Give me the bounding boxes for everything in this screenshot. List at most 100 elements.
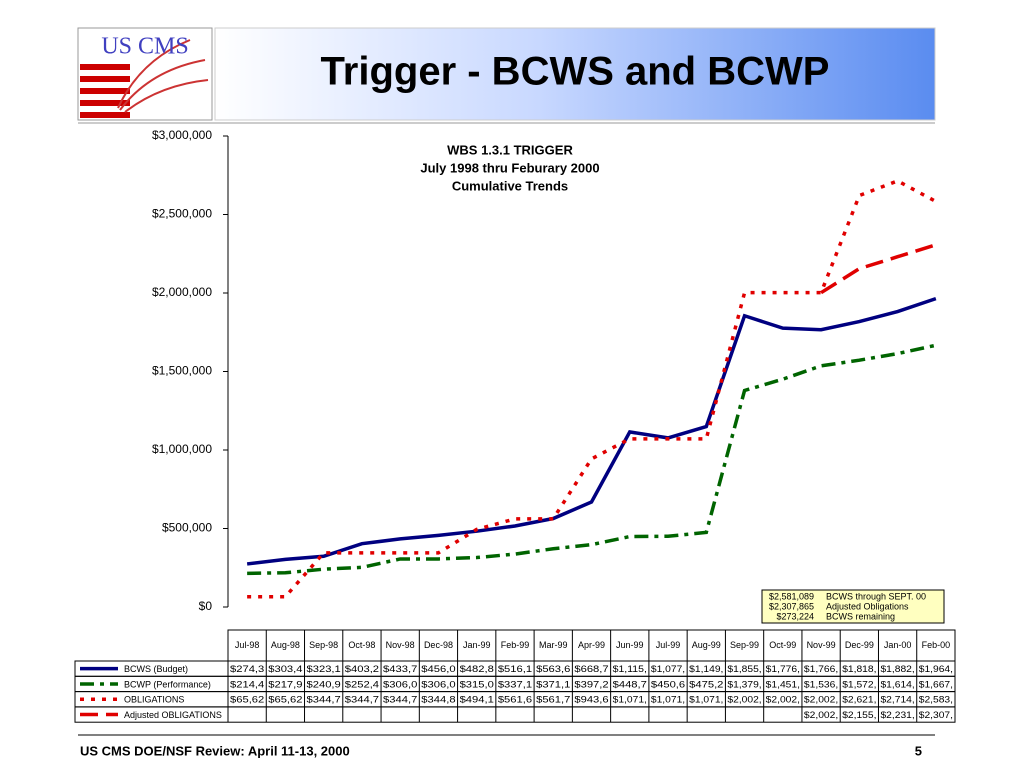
- table-cell: $65,62: [230, 695, 264, 705]
- y-tick-label: $0: [199, 599, 213, 613]
- x-tick-label: Feb-00: [922, 640, 951, 650]
- y-tick-label: $1,000,000: [152, 442, 212, 456]
- table-cell: $1,964,: [919, 664, 953, 674]
- table-cell: $1,766,: [804, 664, 838, 674]
- table-cell: $668,7: [574, 664, 608, 674]
- table-cell: $943,6: [574, 695, 608, 705]
- table-cell: $494,1: [460, 695, 494, 705]
- x-tick-label: Jul-98: [235, 640, 260, 650]
- table-cell: $1,071,: [613, 695, 647, 705]
- table-cell: $2,002,: [766, 695, 800, 705]
- chart-subtitle: July 1998 thru Feburary 2000: [420, 160, 599, 175]
- slide-title: Trigger - BCWS and BCWP: [321, 50, 830, 94]
- x-tick-label: Oct-99: [769, 640, 796, 650]
- legend-label: BCWS (Budget): [124, 664, 188, 674]
- x-tick-label: Apr-99: [578, 640, 605, 650]
- table-cell: $397,2: [574, 679, 608, 689]
- table-cell: $1,451,: [766, 679, 800, 689]
- logo-stripes: [80, 39, 209, 118]
- table-cell: $2,714,: [880, 695, 914, 705]
- table-cell: $2,583,: [919, 695, 953, 705]
- logo-text: US CMS: [101, 34, 188, 60]
- table-cell: $306,0: [421, 679, 455, 689]
- table-cell: $1,818,: [842, 664, 876, 674]
- table-cell: $433,7: [383, 664, 417, 674]
- footer: US CMS DOE/NSF Review: April 11-13, 2000: [80, 743, 350, 758]
- table-cell: $2,002,: [804, 695, 838, 705]
- table-cell: $1,572,: [842, 679, 876, 689]
- y-tick-label: $2,500,000: [152, 207, 212, 221]
- x-tick-label: Dec-98: [424, 640, 453, 650]
- x-tick-label: Jan-99: [463, 640, 491, 650]
- annotation-text: BCWS remaining: [826, 611, 895, 621]
- table-cell: $2,002,: [727, 695, 761, 705]
- chart-subtitle: Cumulative Trends: [452, 178, 568, 193]
- table-cell: $561,7: [536, 695, 570, 705]
- x-tick-label: Sep-99: [730, 640, 759, 650]
- x-tick-label: Dec-99: [845, 640, 874, 650]
- table-cell: $456,0: [421, 664, 455, 674]
- chart-title: WBS 1.3.1 TRIGGER: [447, 142, 573, 157]
- table-cell: $65,62: [268, 695, 302, 705]
- table-cell: $252,4: [345, 679, 379, 689]
- table-cell: $344,7: [383, 695, 417, 705]
- table-cell: $306,0: [383, 679, 417, 689]
- x-tick-label: Sep-98: [309, 640, 338, 650]
- annotation-box: [761, 589, 945, 624]
- table-cell: $2,621,: [842, 695, 876, 705]
- table-cell: $344,8: [421, 695, 455, 705]
- table-cell: $403,2: [345, 664, 379, 674]
- table-cell: $315,0: [460, 679, 494, 689]
- x-tick-label: Feb-99: [501, 640, 530, 650]
- series-line: [820, 243, 937, 295]
- table-cell: $482,8: [460, 664, 494, 674]
- y-tick-label: $2,000,000: [152, 285, 212, 299]
- table-cell: $1,667,: [919, 679, 953, 689]
- table-cell: $240,9: [307, 679, 341, 689]
- annotation-text: Adjusted Obligations: [826, 601, 909, 611]
- legend-label: BCWP (Performance): [124, 679, 211, 689]
- table-cell: $1,071,: [651, 695, 685, 705]
- table-cell: $516,1: [498, 664, 532, 674]
- title-banner: [214, 27, 936, 121]
- table-cell: $344,7: [345, 695, 379, 705]
- table-cell: $1,115,: [613, 664, 647, 674]
- x-tick-label: Jan-00: [884, 640, 912, 650]
- x-tick-label: Oct-98: [348, 640, 375, 650]
- legend-label: OBLIGATIONS: [124, 695, 184, 705]
- table-cell: $1,614,: [880, 679, 914, 689]
- series-line: [247, 343, 937, 576]
- page-number: 5: [915, 743, 922, 758]
- table-cell: $303,4: [268, 664, 302, 674]
- series-line: [247, 178, 937, 599]
- table-cell: $2,307,: [919, 710, 953, 720]
- annotation-value: $273,224: [776, 611, 814, 621]
- y-tick-label: $3,000,000: [152, 128, 212, 142]
- table-cell: $450,6: [651, 679, 685, 689]
- x-tick-label: Nov-99: [807, 640, 836, 650]
- table-cell: $1,379,: [727, 679, 761, 689]
- table-cell: $337,1: [498, 679, 532, 689]
- table-cell: $2,002,: [804, 710, 838, 720]
- table-cell: $561,6: [498, 695, 532, 705]
- table-cell: $1,855,: [727, 664, 761, 674]
- table-cell: $448,7: [613, 679, 647, 689]
- table-row: [74, 706, 956, 723]
- x-tick-label: Aug-99: [692, 640, 721, 650]
- table-cell: $563,6: [536, 664, 570, 674]
- annotation-text: BCWS through SEPT. 00: [826, 591, 926, 601]
- y-tick-label: $500,000: [162, 521, 212, 535]
- table-cell: $344,7: [307, 695, 341, 705]
- table-cell: $1,882,: [880, 664, 914, 674]
- series-line: [246, 296, 937, 566]
- table-cell: $274,3: [230, 664, 264, 674]
- y-tick-label: $1,500,000: [152, 364, 212, 378]
- table-cell: $2,155,: [842, 710, 876, 720]
- table-cell: $1,077,: [651, 664, 685, 674]
- table-cell: $1,776,: [766, 664, 800, 674]
- annotation-value: $2,307,865: [769, 601, 814, 611]
- table-cell: $323,1: [307, 664, 341, 674]
- table-cell: $217,9: [268, 679, 302, 689]
- table-cell: $2,231,: [880, 710, 914, 720]
